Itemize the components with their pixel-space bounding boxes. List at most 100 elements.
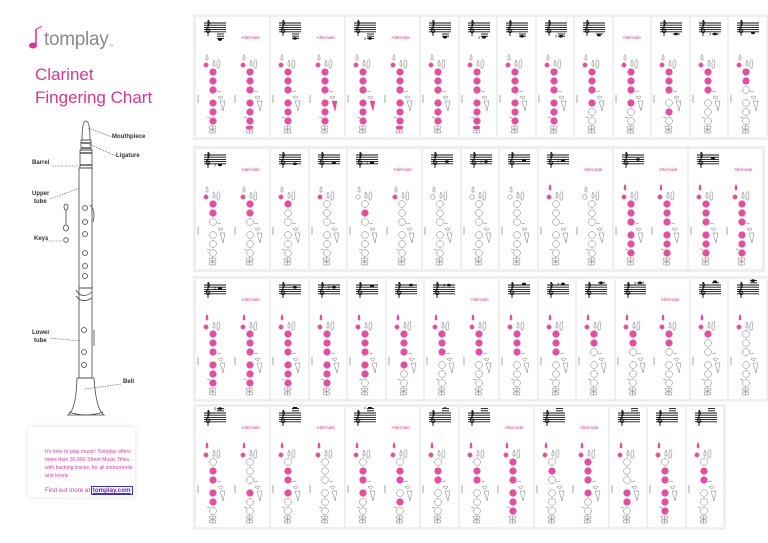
- note-group: ♯ 0000: [690, 17, 727, 137]
- note-group: 0000 0000 Alternate: [271, 407, 344, 527]
- tomplay-link[interactable]: tomplay.com: [90, 486, 133, 495]
- diagram-label: Keys: [34, 236, 49, 242]
- note-group: 0000: [271, 279, 308, 399]
- note-group: 0000: [421, 407, 458, 527]
- svg-text:♯: ♯: [555, 34, 557, 40]
- alternate-fingering-cell: 0000 Alternate: [496, 407, 533, 527]
- alternate-label: Alternate: [316, 425, 335, 430]
- fingering-row: 0000 0000 Alternate 0000 0000 Alternate ♯ 0000 0…: [193, 14, 768, 140]
- alternate-fingering-cell: 0000 Alternate: [233, 17, 270, 137]
- note-group: ♯ 0000 0000 Alternate: [196, 149, 269, 269]
- diagram-label: Barrel: [32, 160, 50, 166]
- note-group: ♯ 0000: [459, 17, 496, 137]
- fingering-cell: 0000: [310, 149, 347, 269]
- svg-text:0000: 0000: [387, 357, 391, 365]
- fingering-cell: ♯ 0000: [616, 279, 653, 399]
- diagram-label: Lower: [32, 330, 50, 336]
- fingering-cell: 0000: [196, 17, 233, 137]
- svg-text:0000: 0000: [271, 357, 275, 365]
- fingering-row: ♯ 0000 0000 Alternate 0000 0000 ♯ 0000 0000 Alter…: [193, 146, 765, 272]
- note-group: ♯ 0000: [648, 407, 685, 527]
- note-group: 0000: [421, 17, 458, 137]
- tomplay-logo[interactable]: tomplay ™: [28, 25, 113, 50]
- promo-text: It's time to play music! Tomplay offers …: [45, 449, 133, 479]
- svg-text:0000: 0000: [610, 485, 614, 493]
- fingering-cell: 0000: [500, 149, 537, 269]
- svg-text:0000: 0000: [462, 227, 466, 235]
- promo-link-line: Find out more at tomplay.com: [45, 486, 133, 495]
- svg-text:♯: ♯: [214, 163, 216, 169]
- note-group: 0000: [423, 149, 460, 269]
- svg-text:0000: 0000: [539, 357, 543, 365]
- svg-text:0000: 0000: [650, 227, 654, 235]
- alternate-fingering-cell: 0000 Alternate: [650, 149, 687, 269]
- note-group: 0000 Alternate: [613, 17, 651, 137]
- svg-text:♯: ♯: [634, 281, 636, 287]
- svg-text:0000: 0000: [729, 95, 733, 103]
- alternate-label: Alternate: [241, 425, 260, 430]
- svg-text:0000: 0000: [575, 95, 579, 103]
- svg-text:0000: 0000: [691, 95, 695, 103]
- fingering-cell: 0000: [271, 407, 308, 527]
- fingering-cell: 0000: [348, 279, 385, 399]
- alternate-fingering-cell: 0000 Alternate: [233, 149, 270, 269]
- note-group: 0000: [577, 279, 614, 399]
- note-group: 0000: [271, 149, 308, 269]
- svg-text:0000: 0000: [460, 485, 464, 493]
- note-group: ♯ 0000 0000 Alternate: [615, 279, 689, 399]
- fingering-cell: 0000: [271, 279, 308, 399]
- alternate-label: Alternate: [391, 425, 410, 430]
- svg-text:0000: 0000: [310, 357, 314, 365]
- svg-text:0000: 0000: [346, 95, 350, 103]
- note-group: 0000: [386, 279, 423, 399]
- alternate-fingering-cell: 0000 Alternate: [383, 17, 420, 137]
- note-group: ♯ 0000 0000 Alternate: [196, 407, 269, 527]
- fingering-cell: ♯ 0000: [539, 279, 576, 399]
- fingering-cell: 0000: [271, 17, 308, 137]
- note-group: 0000 0000 Alternate: [688, 149, 762, 269]
- svg-text:0000: 0000: [652, 95, 656, 103]
- fingering-row: ♯ 0000 0000 Alternate 0000 0000 Alternate ♯ 0000…: [193, 404, 726, 530]
- alternate-label: Alternate: [241, 297, 260, 302]
- alternate-fingering-cell: 0000 Alternate: [614, 17, 651, 137]
- svg-text:0000: 0000: [614, 227, 618, 235]
- svg-text:0000: 0000: [425, 357, 429, 365]
- note-group: ♯ 0000 0000 Alternate: [346, 17, 419, 137]
- fingering-cell: ♯ 0000: [539, 149, 576, 269]
- promo-link-prefix: Find out more at: [45, 487, 92, 494]
- fingering-cell: ♯ 0000: [196, 149, 233, 269]
- fingering-cell: 0000: [687, 407, 724, 527]
- note-group: 0000: [498, 17, 535, 137]
- note-group: 0000 0000 Alternate: [271, 17, 344, 137]
- svg-text:♯: ♯: [666, 407, 668, 408]
- diagram-label: Ligature: [116, 153, 140, 159]
- fingering-cell: ♯ 0000: [310, 279, 347, 399]
- note-group: 0000: [609, 407, 646, 527]
- diagram-label: tube: [34, 338, 47, 344]
- alternate-fingering-cell: 0000 Alternate: [308, 407, 345, 527]
- svg-text:♯: ♯: [553, 407, 555, 409]
- note-group: 0000: [652, 17, 689, 137]
- alternate-fingering-cell: 0000 Alternate: [652, 279, 689, 399]
- fingering-cell: 0000: [460, 407, 497, 527]
- alternate-label: Alternate: [580, 425, 599, 430]
- fingering-cell: 0000: [498, 17, 535, 137]
- note-group: 0000: [309, 149, 347, 269]
- fingering-row: ♯ 0000 0000 Alternate 0000 ♯ 0000 0000 0000 ♯ 0000…: [193, 276, 768, 402]
- svg-text:0000: 0000: [385, 227, 389, 235]
- alternate-label: Alternate: [391, 35, 410, 40]
- svg-text:0000: 0000: [233, 227, 237, 235]
- svg-text:0000: 0000: [691, 357, 695, 365]
- alternate-label: Alternate: [241, 35, 260, 40]
- svg-text:♯: ♯: [328, 285, 330, 291]
- alternate-label: Alternate: [661, 297, 680, 302]
- svg-text:0000: 0000: [271, 95, 275, 103]
- fingering-cell: ♯ 0000: [535, 407, 572, 527]
- fingering-cell: 0000: [691, 279, 728, 399]
- promo-card: It's time to play music! Tomplay offers …: [28, 427, 135, 497]
- note-group: ♯ 0000 0000 Alternate: [346, 407, 419, 527]
- svg-text:0000: 0000: [500, 357, 504, 365]
- fingering-cell: 0000: [729, 17, 766, 137]
- fingering-cell: ♯ 0000: [346, 17, 383, 137]
- svg-text:0000: 0000: [652, 357, 656, 365]
